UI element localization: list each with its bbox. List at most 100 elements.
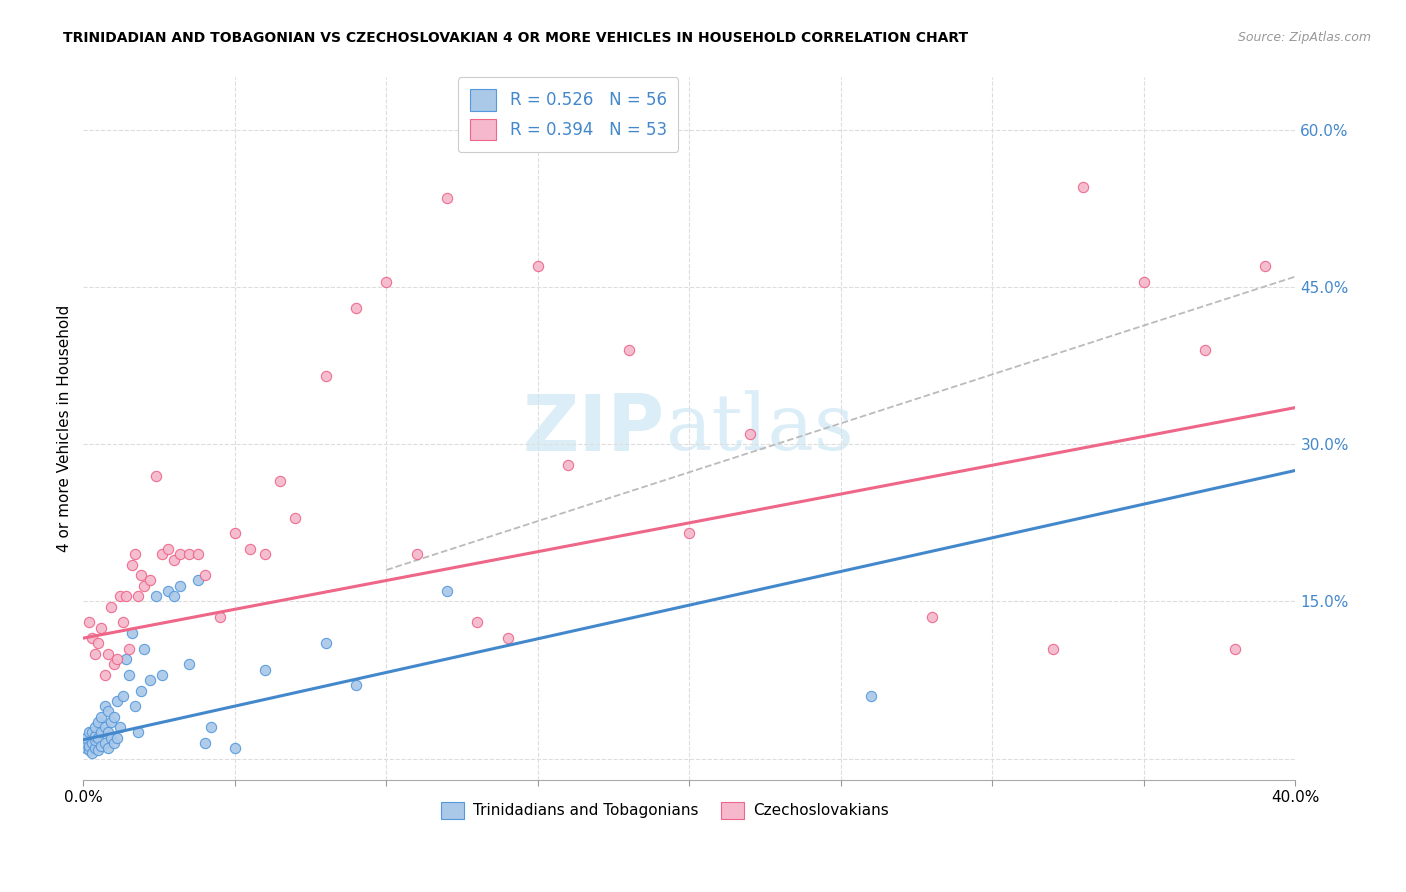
Point — [75, 736, 97, 750]
Point — [84, 741, 107, 756]
Point — [84, 732, 107, 747]
Point — [145, 589, 167, 603]
Point — [193, 568, 215, 582]
Point — [75, 731, 97, 745]
Point — [617, 343, 640, 357]
Text: TRINIDADIAN AND TOBAGONIAN VS CZECHOSLOVAKIAN 4 OR MORE VEHICLES IN HOUSEHOLD CO: TRINIDADIAN AND TOBAGONIAN VS CZECHOSLOV… — [63, 31, 969, 45]
Point — [105, 652, 128, 666]
Point — [79, 615, 101, 630]
Point — [405, 547, 427, 561]
Point — [678, 526, 700, 541]
Point — [82, 736, 104, 750]
Point — [129, 683, 152, 698]
Point — [87, 636, 110, 650]
Text: atlas: atlas — [665, 391, 853, 467]
Text: ZIP: ZIP — [523, 391, 665, 467]
Point — [179, 657, 201, 672]
Legend: Trinidadians and Tobagonians, Czechoslovakians: Trinidadians and Tobagonians, Czechoslov… — [434, 796, 896, 824]
Point — [1194, 343, 1216, 357]
Point — [284, 510, 307, 524]
Point — [103, 736, 125, 750]
Point — [315, 636, 337, 650]
Point — [103, 710, 125, 724]
Point — [169, 579, 191, 593]
Point — [96, 725, 118, 739]
Point — [465, 615, 488, 630]
Point — [163, 552, 186, 566]
Point — [150, 547, 173, 561]
Point — [860, 689, 883, 703]
Point — [118, 668, 141, 682]
Point — [93, 720, 115, 734]
Point — [100, 714, 122, 729]
Point — [150, 668, 173, 682]
Point — [169, 547, 191, 561]
Point — [84, 729, 107, 743]
Point — [239, 542, 262, 557]
Point — [124, 547, 146, 561]
Point — [1223, 641, 1246, 656]
Y-axis label: 4 or more Vehicles in Household: 4 or more Vehicles in Household — [58, 305, 72, 552]
Point — [93, 736, 115, 750]
Point — [436, 584, 458, 599]
Point — [200, 720, 222, 734]
Point — [132, 641, 155, 656]
Point — [93, 668, 115, 682]
Point — [103, 657, 125, 672]
Point — [111, 615, 134, 630]
Point — [111, 689, 134, 703]
Point — [121, 558, 143, 572]
Point — [557, 458, 579, 473]
Point — [139, 574, 162, 588]
Point — [254, 547, 277, 561]
Point — [108, 720, 131, 734]
Point — [105, 694, 128, 708]
Point — [100, 599, 122, 614]
Point — [87, 743, 110, 757]
Text: Source: ZipAtlas.com: Source: ZipAtlas.com — [1237, 31, 1371, 45]
Point — [79, 725, 101, 739]
Point — [163, 589, 186, 603]
Point — [1042, 641, 1064, 656]
Point — [79, 739, 101, 753]
Point — [269, 474, 291, 488]
Point — [105, 731, 128, 745]
Point — [124, 699, 146, 714]
Point — [114, 589, 136, 603]
Point — [127, 589, 149, 603]
Point — [79, 743, 101, 757]
Point — [127, 725, 149, 739]
Point — [179, 547, 201, 561]
Point — [193, 736, 215, 750]
Point — [82, 747, 104, 761]
Point — [738, 426, 761, 441]
Point — [96, 705, 118, 719]
Point — [139, 673, 162, 687]
Point — [114, 652, 136, 666]
Point — [82, 725, 104, 739]
Point — [90, 739, 112, 753]
Point — [187, 547, 209, 561]
Point — [254, 663, 277, 677]
Point — [187, 574, 209, 588]
Point — [921, 610, 943, 624]
Point — [436, 191, 458, 205]
Point — [527, 259, 550, 273]
Point — [75, 741, 97, 756]
Point — [344, 678, 367, 692]
Point — [132, 579, 155, 593]
Point — [84, 720, 107, 734]
Point — [90, 710, 112, 724]
Point — [375, 275, 398, 289]
Point — [96, 647, 118, 661]
Point — [87, 731, 110, 745]
Point — [157, 542, 180, 557]
Point — [224, 741, 246, 756]
Point — [496, 631, 519, 645]
Point — [208, 610, 231, 624]
Point — [84, 647, 107, 661]
Point — [96, 741, 118, 756]
Point — [82, 631, 104, 645]
Point — [145, 468, 167, 483]
Point — [129, 568, 152, 582]
